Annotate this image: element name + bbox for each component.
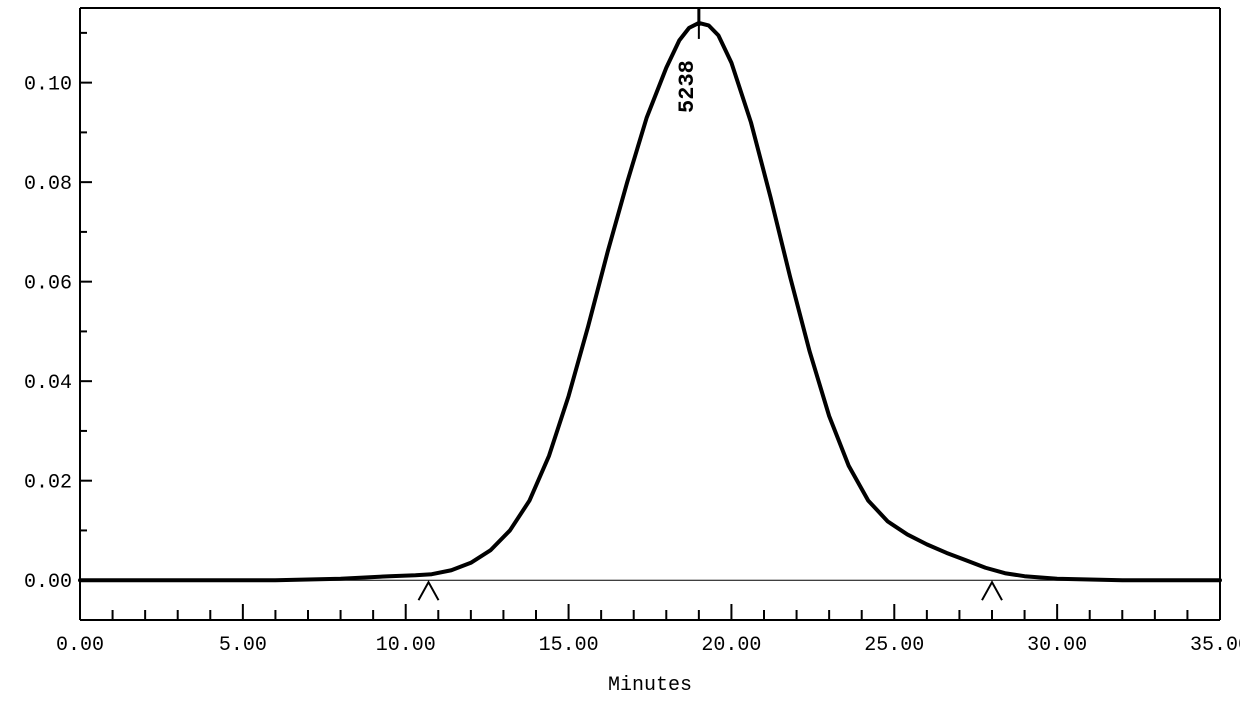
y-tick-label: 0.10 (24, 74, 72, 97)
x-axis-label: Minutes (608, 674, 692, 697)
integration-marker (982, 582, 1002, 600)
y-tick-label: 0.08 (24, 173, 72, 196)
y-tick-label: 0.04 (24, 372, 72, 395)
x-tick-label: 0.00 (56, 634, 104, 657)
y-tick-label: 0.00 (24, 571, 72, 594)
y-tick-label: 0.06 (24, 273, 72, 296)
x-tick-label: 20.00 (701, 634, 761, 657)
peak-curve (80, 23, 1220, 580)
chromatogram-chart: 0.00 5.00 10.00 15.00 20.00 25.00 30.00 35.00 Mi… (0, 0, 1240, 711)
x-tick-label: 10.00 (376, 634, 436, 657)
x-tick-label: 25.00 (864, 634, 924, 657)
x-tick-label: 35.00 (1190, 634, 1240, 657)
x-tick-label: 15.00 (539, 634, 599, 657)
y-tick-label: 0.02 (24, 472, 72, 495)
x-tick-label: 5.00 (219, 634, 267, 657)
integration-marker (419, 582, 439, 600)
x-tick-label: 30.00 (1027, 634, 1087, 657)
peak-label: 5238 (675, 60, 700, 113)
